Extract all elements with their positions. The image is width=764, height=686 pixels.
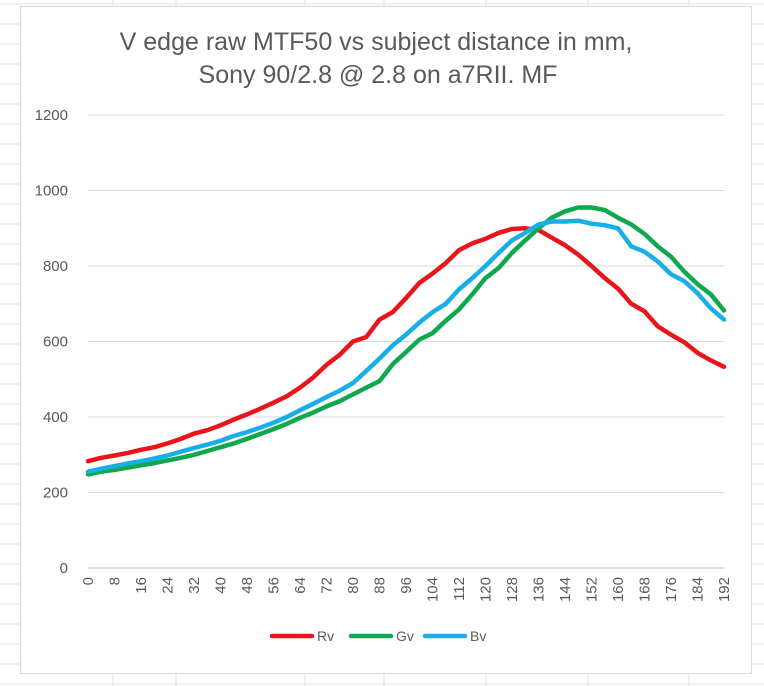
legend-label-bv: Bv <box>470 628 486 644</box>
legend-label-gv: Gv <box>396 628 414 644</box>
series-line-bv <box>85 218 727 474</box>
y-tick-label: 1200 <box>35 107 68 124</box>
x-tick-label: 48 <box>239 577 256 594</box>
x-tick-label: 72 <box>319 577 336 594</box>
x-tick-label: 8 <box>107 577 124 585</box>
y-tick-label: 1000 <box>35 183 68 200</box>
y-tick-label: 0 <box>60 560 68 577</box>
x-tick-label: 112 <box>451 577 468 601</box>
chart-title-line: V edge raw MTF50 vs subject distance in … <box>120 28 633 56</box>
x-tick-label: 192 <box>716 577 733 602</box>
x-tick-label: 128 <box>504 577 521 602</box>
x-tick-label: 88 <box>372 577 389 594</box>
series-line-rv <box>85 226 727 464</box>
x-tick-label: 24 <box>160 577 177 594</box>
chart-title-line: Sony 90/2.8 @ 2.8 on a7RII. MF <box>199 61 558 89</box>
x-tick-label: 136 <box>531 577 548 602</box>
x-tick-label: 176 <box>663 577 680 602</box>
x-tick-label: 144 <box>557 577 574 602</box>
x-tick-label: 152 <box>584 577 601 602</box>
y-tick-label: 200 <box>43 485 68 502</box>
x-tick-label: 184 <box>690 577 707 602</box>
x-tick-label: 32 <box>186 577 203 594</box>
legend-label-rv: Rv <box>317 628 334 644</box>
x-tick-label: 0 <box>80 577 97 585</box>
x-tick-label: 64 <box>292 577 309 594</box>
x-tick-label: 56 <box>266 577 283 594</box>
x-tick-label: 160 <box>610 577 627 602</box>
x-tick-label: 40 <box>213 577 230 594</box>
x-tick-label: 120 <box>478 577 495 602</box>
x-tick-label: 96 <box>398 577 415 594</box>
x-tick-label: 80 <box>345 577 362 594</box>
y-tick-label: 400 <box>43 409 68 426</box>
chart-area[interactable] <box>20 6 752 674</box>
x-tick-label: 104 <box>425 577 442 602</box>
x-tick-label: 16 <box>133 577 150 594</box>
y-tick-label: 800 <box>43 258 68 275</box>
x-tick-label: 168 <box>637 577 654 602</box>
series-line-gv <box>85 205 727 477</box>
y-tick-label: 600 <box>43 334 68 351</box>
